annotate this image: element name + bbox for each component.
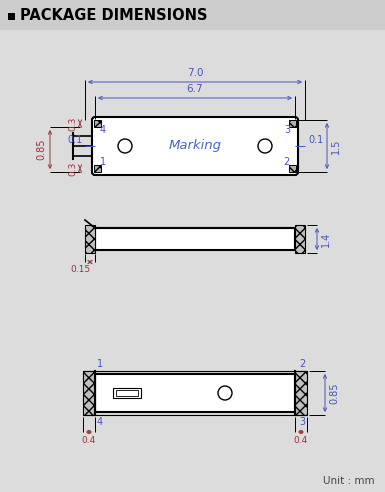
Bar (95, 228, 295, 250)
Bar (289, 120, 296, 127)
Bar (295, 225, 305, 253)
Bar (116, 390, 138, 396)
Bar (113, 388, 141, 398)
Text: 6.7: 6.7 (187, 84, 203, 94)
Text: Marking: Marking (169, 140, 221, 153)
Text: 2: 2 (299, 359, 305, 369)
Text: 0.85: 0.85 (36, 139, 46, 160)
Text: 1.5: 1.5 (331, 138, 341, 154)
Circle shape (258, 139, 272, 153)
Text: 7.0: 7.0 (187, 68, 203, 78)
Bar (94, 120, 101, 127)
Bar (83, 371, 95, 415)
Text: 3: 3 (284, 125, 290, 135)
Text: Unit : mm: Unit : mm (323, 476, 375, 486)
Text: 0.4: 0.4 (294, 436, 308, 445)
Text: 4: 4 (100, 125, 106, 135)
FancyBboxPatch shape (92, 117, 298, 175)
Circle shape (218, 386, 232, 400)
Text: 0.4: 0.4 (82, 436, 96, 445)
Text: 2: 2 (284, 157, 290, 167)
Text: 0.3: 0.3 (68, 161, 77, 176)
Bar (295, 371, 307, 415)
Text: 1: 1 (97, 359, 103, 369)
Text: 3: 3 (299, 417, 305, 427)
Text: 1: 1 (100, 157, 106, 167)
Bar (0, 0, 385, 30)
Text: 0.3: 0.3 (68, 116, 77, 131)
Bar (95, 374, 295, 412)
Bar (94, 165, 101, 172)
Text: 0.85: 0.85 (329, 382, 339, 404)
Circle shape (118, 139, 132, 153)
Text: 0.1: 0.1 (67, 135, 82, 145)
Text: 4: 4 (97, 417, 103, 427)
Text: 0.1: 0.1 (308, 135, 323, 145)
Text: PACKAGE DIMENSIONS: PACKAGE DIMENSIONS (20, 7, 208, 23)
Bar (85, 225, 95, 253)
Bar (8, 13, 15, 20)
Text: 0.15: 0.15 (70, 265, 90, 274)
Bar (289, 165, 296, 172)
Text: 1.4: 1.4 (321, 231, 331, 246)
